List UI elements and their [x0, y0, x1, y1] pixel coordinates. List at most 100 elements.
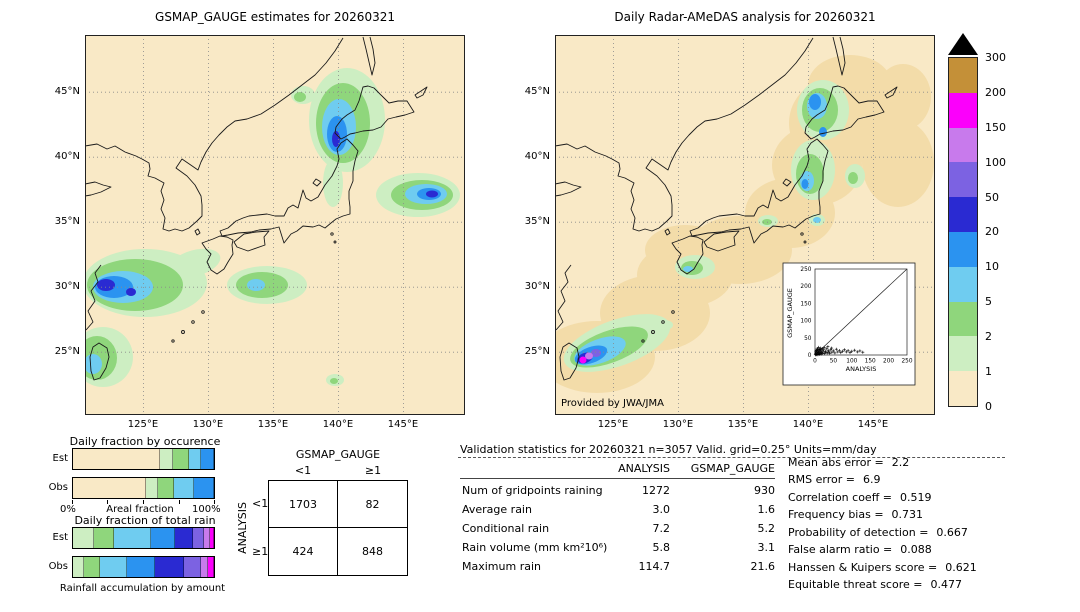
row-label: Conditional rain	[462, 522, 550, 535]
row-gsmap-value: 21.6	[750, 560, 776, 573]
inset-y-tick: 150	[800, 301, 811, 307]
stat-line: Hanssen & Kuipers score = 0.621	[788, 561, 977, 574]
row-label: Rain volume (mm km²10⁶)	[462, 541, 608, 554]
lon-tick: 130°E	[192, 419, 224, 430]
colorbar-tick: 50	[985, 190, 999, 204]
bar-segment	[73, 528, 95, 548]
inset-x-tick: 200	[883, 359, 894, 365]
colorbar-tick: 20	[985, 225, 999, 239]
stat-label: Hanssen & Kuipers score =	[788, 561, 938, 574]
bar-segment	[126, 557, 155, 577]
inset-y-tick: 250	[800, 267, 811, 273]
axis-tick	[107, 500, 108, 504]
inset-x-tick: 150	[865, 359, 876, 365]
divider-solid	[460, 478, 775, 479]
bar-segment	[184, 557, 202, 577]
divider-dashed	[458, 457, 1005, 458]
row-label: Average rain	[462, 503, 532, 516]
bar-segment	[73, 557, 85, 577]
bar-segment	[160, 449, 174, 469]
bar-segment	[174, 528, 193, 548]
amount-obs-bar	[72, 556, 215, 578]
right-map-title: Daily Radar-AMeDAS analysis for 20260321	[614, 10, 876, 24]
contingency-cell: 424	[269, 528, 338, 575]
lon-tick: 145°E	[857, 419, 889, 430]
bar-segment	[194, 478, 214, 498]
validation-row: Conditional rain 7.2 5.2	[462, 522, 792, 537]
inset-x-tick: 50	[830, 359, 838, 365]
bar-segment	[99, 557, 127, 577]
lon-tick: 125°E	[597, 419, 629, 430]
lon-tick: 135°E	[257, 419, 289, 430]
bar-segment	[201, 557, 209, 577]
lat-tick: 35°N	[524, 216, 550, 227]
colorbar-tick: 300	[985, 51, 1006, 64]
bar-segment	[208, 557, 214, 577]
stat-line: Correlation coeff = 0.519	[788, 491, 932, 504]
inset-y-tick: 100	[800, 319, 811, 325]
inset-y-tick: 200	[800, 284, 811, 290]
credit-text: Provided by JWA/JMA	[561, 398, 664, 409]
obs-row-label: Obs	[48, 561, 68, 572]
colorbar-triangle	[948, 33, 978, 55]
colorbar-tick: 10	[985, 260, 999, 274]
occurrence-chart-title: Daily fraction by occurence	[69, 435, 221, 448]
lat-tick: 45°N	[54, 86, 80, 97]
colorbar-tick: 5	[985, 295, 992, 309]
inset-scatter-points	[813, 345, 865, 357]
colorbar-band	[949, 371, 977, 406]
contingency-row-label: ≥1	[252, 545, 269, 558]
lat-tick: 35°N	[54, 216, 80, 227]
stat-value: 0.477	[930, 578, 962, 591]
bar-segment	[150, 528, 175, 548]
stat-value: 0.088	[900, 543, 932, 556]
inset-y-tick: 0	[808, 353, 812, 359]
colorbar-tick: 0	[985, 399, 992, 413]
lon-tick: 140°E	[322, 419, 354, 430]
axis-tick	[72, 500, 73, 504]
map-frame	[85, 35, 465, 415]
stat-label: False alarm ratio =	[788, 543, 893, 556]
row-gsmap-value: 3.1	[757, 541, 776, 554]
left-map-precip	[85, 68, 460, 387]
bar-segment	[204, 528, 210, 548]
amount-chart-caption: Rainfall accumulation by amount	[59, 583, 226, 594]
stat-value: 0.731	[891, 508, 924, 521]
axis-title: Areal fraction	[106, 504, 174, 515]
lat-tick: 45°N	[524, 86, 550, 97]
row-gsmap-value: 1.6	[757, 503, 776, 516]
validation-row: Maximum rain 114.7 21.6	[462, 560, 792, 575]
stat-line: Mean abs error = 2.2	[788, 456, 909, 469]
contingency-cell: 848	[362, 545, 383, 558]
validation-row: Rain volume (mm km²10⁶) 5.8 3.1	[462, 541, 792, 556]
left-map-title: GSMAP_GAUGE estimates for 20260321	[155, 10, 395, 24]
bar-segment	[188, 449, 202, 469]
stat-value: 0.621	[945, 561, 977, 574]
contingency-row-group: ANALYSIS	[236, 480, 249, 576]
contingency-table: 1703 82 424 848	[268, 480, 408, 576]
row-label: Num of gridpoints raining	[462, 484, 603, 497]
contingency-cell: 82	[338, 481, 407, 528]
occurrence-est-bar	[72, 448, 215, 470]
coastlines	[555, 36, 898, 381]
bar-segment	[113, 528, 151, 548]
lon-tick: 125°E	[127, 419, 159, 430]
inset-x-tick: 250	[901, 359, 912, 365]
colorbar-band	[949, 336, 977, 372]
contingency-col-group: GSMAP_GAUGE	[295, 448, 381, 461]
colorbar-band	[949, 231, 977, 267]
colorbar-tick: 2	[985, 330, 992, 344]
row-gsmap-value: 930	[754, 484, 775, 497]
est-row-label: Est	[52, 453, 68, 464]
inset-scatter-plot: 0 50 100 150 200 250 0 50 100 150 200 25…	[782, 262, 916, 386]
stat-label: Mean abs error =	[788, 456, 884, 469]
stat-line: Probability of detection = 0.667	[788, 526, 968, 539]
row-analysis-value: 5.8	[652, 541, 671, 554]
contingency-row-group-label: ANALYSIS	[236, 502, 249, 554]
colorbar-bands	[948, 57, 978, 407]
right-map: 0 50 100 150 200 250 0 50 100 150 200 25…	[555, 35, 935, 415]
bar-segment	[201, 449, 214, 469]
contingency-cell: 1703	[269, 481, 338, 528]
colorbar-band	[949, 127, 977, 163]
occurrence-obs-bar	[72, 477, 215, 499]
